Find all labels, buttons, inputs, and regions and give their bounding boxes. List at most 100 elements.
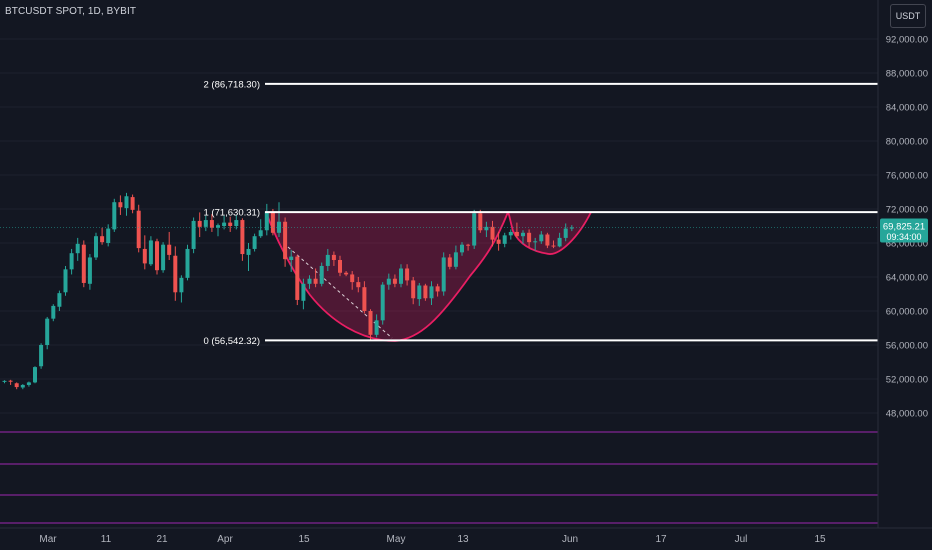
candle xyxy=(26,381,31,387)
candle xyxy=(161,242,166,273)
candle-body xyxy=(466,244,471,246)
candle-body xyxy=(478,213,483,231)
candle-body xyxy=(94,236,98,258)
candle-body xyxy=(2,380,7,382)
time-tick-label: Apr xyxy=(217,534,233,545)
level-label: 2 (86,718.30) xyxy=(203,79,260,90)
candle-body xyxy=(216,225,220,228)
candle xyxy=(521,230,525,244)
time-tick-label: 13 xyxy=(457,534,469,545)
candle-body xyxy=(301,283,306,301)
candle xyxy=(258,219,263,238)
price-tick-label: 72,000.00 xyxy=(886,205,928,216)
candle xyxy=(331,251,336,266)
candle-body xyxy=(75,243,80,254)
price-tick-label: 80,000.00 xyxy=(886,137,928,148)
candle xyxy=(502,232,507,248)
candle xyxy=(569,225,574,232)
symbol-title: BTCUSDT SPOT, 1D, BYBIT xyxy=(5,6,137,17)
candle xyxy=(380,282,385,325)
candle xyxy=(20,384,25,390)
time-tick-label: Jun xyxy=(562,534,578,545)
candle-body xyxy=(81,244,86,283)
candle xyxy=(301,278,306,310)
candle-body xyxy=(264,211,269,231)
candle-body xyxy=(374,320,379,335)
candle-body xyxy=(447,257,452,267)
candle xyxy=(453,245,458,270)
candle xyxy=(270,209,275,236)
candle xyxy=(209,214,214,232)
candle-body xyxy=(136,210,141,249)
candle xyxy=(100,227,105,245)
candle-body xyxy=(100,236,105,243)
price-tick-label: 64,000.00 xyxy=(886,273,928,284)
candle-body xyxy=(155,241,159,271)
candle xyxy=(252,233,257,252)
candle xyxy=(319,262,324,287)
candle-body xyxy=(63,269,68,293)
candle xyxy=(148,236,153,266)
time-tick-label: 21 xyxy=(156,534,168,545)
candle xyxy=(429,281,434,306)
candle xyxy=(545,232,550,249)
candle-body xyxy=(362,287,367,311)
candle-body xyxy=(405,268,410,281)
candle xyxy=(417,282,422,306)
price-axis[interactable]: 48,000.00 52,000.00 56,000.00 60,000.00 64,0… xyxy=(877,0,928,528)
candle xyxy=(45,316,50,350)
candle xyxy=(81,240,86,288)
price-tick-label: 56,000.00 xyxy=(886,341,928,352)
countdown-value: 09:34:00 xyxy=(886,232,921,242)
candle-body xyxy=(502,235,507,244)
candle-body xyxy=(283,221,288,260)
candle xyxy=(447,254,452,270)
candle-body xyxy=(423,285,428,299)
time-axis[interactable]: Mar 11 21 Apr 15 May 13 Jun 17 Jul 15 xyxy=(0,527,932,545)
price-tick-label: 52,000.00 xyxy=(886,375,928,386)
candle xyxy=(472,209,477,249)
candle-body xyxy=(130,197,135,210)
price-tick-label: 76,000.00 xyxy=(886,171,928,182)
candle xyxy=(411,277,416,305)
candle xyxy=(423,283,428,301)
time-tick-label: Jul xyxy=(735,534,748,545)
candle-body xyxy=(533,241,538,243)
candle xyxy=(8,379,13,385)
candles xyxy=(2,192,574,390)
candle xyxy=(112,198,117,232)
currency-button[interactable]: USDT xyxy=(890,4,926,28)
candle-body xyxy=(142,248,147,264)
candle-body xyxy=(167,244,172,255)
candle-body xyxy=(307,278,312,284)
price-tick-label: 88,000.00 xyxy=(886,69,928,80)
candle xyxy=(325,248,330,272)
candle xyxy=(234,214,239,230)
candle-body xyxy=(551,245,556,247)
price-tick-label: 60,000.00 xyxy=(886,307,928,318)
candle-body xyxy=(368,311,373,335)
candle xyxy=(63,265,68,296)
candle-body xyxy=(319,265,324,284)
candle-body xyxy=(228,222,233,226)
candle-body xyxy=(429,286,434,299)
candle-body xyxy=(399,268,403,284)
candle xyxy=(350,271,355,290)
candle-body xyxy=(148,240,153,265)
level-label: 0 (56,542.32) xyxy=(203,336,260,347)
candle xyxy=(94,232,98,260)
candle-body xyxy=(124,196,129,209)
candle xyxy=(216,223,220,237)
candle-body xyxy=(270,211,275,233)
candle-body xyxy=(411,280,416,299)
candle xyxy=(533,237,538,251)
cup-fill xyxy=(266,212,591,341)
candle-body xyxy=(539,234,544,242)
candle-body xyxy=(69,253,74,270)
candle-body xyxy=(173,255,178,293)
candle-body xyxy=(417,285,422,300)
time-tick-label: May xyxy=(387,534,406,545)
candle-body xyxy=(161,244,166,271)
candle xyxy=(14,382,19,390)
